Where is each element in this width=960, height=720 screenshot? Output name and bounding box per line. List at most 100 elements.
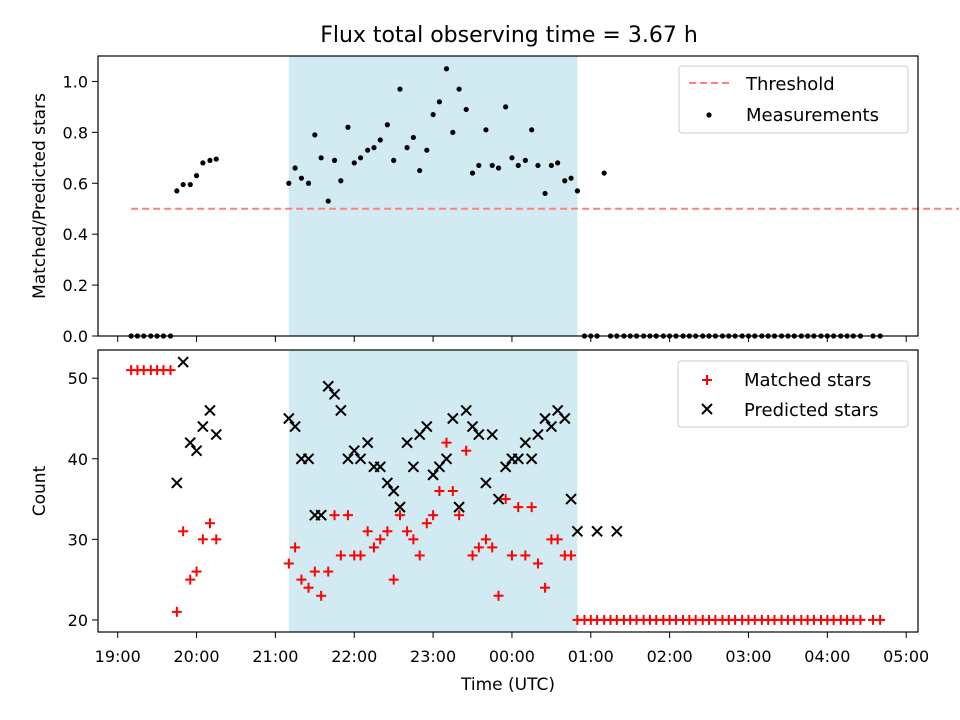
matched-star-point [303, 582, 314, 593]
y-tick-label: 30 [68, 530, 88, 549]
matched-legend-label: Matched stars [744, 370, 871, 391]
measurement-point [509, 155, 515, 161]
measurement-point [207, 157, 213, 163]
ratio-legend: Threshold Measurements [678, 65, 909, 134]
matched-star-point [329, 510, 340, 521]
matched-star-point [191, 566, 202, 577]
predicted-star-point [440, 453, 453, 465]
matched-star-point [421, 518, 432, 529]
predicted-star-point [387, 485, 400, 497]
x-tick-label: 04:00 [804, 647, 850, 666]
x-tick-label: 23:00 [410, 647, 456, 666]
measurement-point [331, 157, 338, 163]
matched-star-point [493, 590, 504, 601]
predicted-star-point [492, 493, 505, 505]
matched-legend-swatch [702, 375, 712, 385]
matched-star-point [434, 486, 445, 496]
predicted-star-point [374, 461, 386, 473]
measurement-point [292, 165, 298, 171]
predicted-star-point [519, 436, 532, 449]
matched-star-point [204, 518, 215, 529]
predicted-star-point [611, 525, 623, 537]
count-panel: 20 30 40 50 19:00 20:00 21:00 22:00 23:00 00:00 0… [30, 349, 929, 695]
matched-star-point [461, 445, 472, 456]
count-x-ticks: 19:00 20:00 21:00 22:00 23:00 00:00 01:00 02:00… [95, 632, 929, 666]
measurement-point [463, 106, 469, 113]
measurement-point [476, 162, 482, 169]
predicted-star-point [447, 412, 459, 425]
matched-star-point [441, 437, 452, 448]
measurement-point [305, 180, 312, 186]
measurement-point [200, 160, 206, 166]
matched-star-point [211, 534, 222, 545]
matched-star-point [197, 534, 208, 545]
predicted-star-point [460, 404, 472, 417]
predicted-star-point [401, 436, 413, 449]
matched-star-point [296, 574, 307, 585]
matched-star-point [855, 614, 866, 625]
measurement-point [377, 137, 383, 143]
matched-star-point [402, 526, 413, 537]
x-tick-label: 01:00 [568, 647, 614, 666]
predicted-star-point [322, 380, 334, 392]
threshold-legend-label: Threshold [745, 74, 835, 95]
matched-star-point [532, 558, 543, 569]
matched-star-point [408, 534, 419, 545]
matched-star-point [375, 534, 386, 545]
ratio-x-ticks [117, 336, 907, 342]
count-y-label: Count [30, 465, 50, 516]
y-tick-label: 0.6 [63, 174, 88, 193]
count-y-ticks: 20 30 40 50 [68, 369, 98, 630]
observing-window-shade-top [288, 56, 578, 336]
measurement-point [450, 129, 456, 135]
matched-star-point [487, 542, 498, 553]
matched-star-point [388, 574, 399, 585]
matched-star-point [467, 550, 478, 561]
matched-star-point [394, 510, 405, 521]
y-tick-label: 20 [68, 611, 88, 630]
predicted-star-point [197, 420, 209, 433]
measurement-point [456, 86, 462, 92]
matched-star-point [323, 566, 334, 577]
predicted-star-point [591, 525, 603, 537]
matched-star-point [875, 614, 886, 625]
ratio-legend-box [678, 65, 909, 134]
predicted-star-point [545, 420, 558, 433]
measurement-point [568, 175, 574, 181]
measurement-point [529, 127, 535, 133]
predicted-star-point [289, 420, 301, 433]
measurement-point [443, 66, 450, 72]
measurement-point [338, 178, 344, 184]
ratio-panel: 0.0 0.2 0.4 0.6 0.8 1.0 Matched/Predicted sta… [30, 55, 959, 346]
x-tick-label: 05:00 [883, 647, 929, 666]
predicted-star-point [532, 428, 544, 441]
measurement-point [535, 162, 541, 169]
matched-star-point [552, 534, 563, 545]
matched-star-point [290, 542, 301, 553]
predicted-star-point [354, 453, 367, 465]
x-tick-label: 22:00 [331, 647, 377, 666]
predicted-star-point [512, 453, 524, 465]
measurement-point [193, 173, 200, 179]
measurement-point [298, 175, 305, 181]
predicted-star-point [394, 501, 406, 513]
matched-star-point [316, 590, 327, 601]
predicted-star-point [427, 469, 439, 481]
measurements-legend-label: Measurements [746, 105, 879, 126]
predicted-star-point [565, 493, 577, 505]
measurement-point [469, 170, 476, 176]
matched-star-point [506, 550, 517, 561]
y-tick-label: 1.0 [63, 72, 88, 91]
predicted-star-point [210, 428, 222, 441]
predicted-legend-label: Predicted stars [744, 400, 878, 421]
measurement-point [483, 127, 489, 133]
count-legend-box [677, 360, 909, 428]
predicted-star-point [348, 445, 360, 457]
ratio-axes-frame [97, 55, 919, 337]
predicted-star-point [315, 509, 327, 521]
measurement-point [174, 188, 180, 194]
predicted-star-point [559, 412, 571, 425]
ratio-y-label: Matched/Predicted stars [30, 93, 50, 299]
measurement-point [397, 86, 403, 92]
